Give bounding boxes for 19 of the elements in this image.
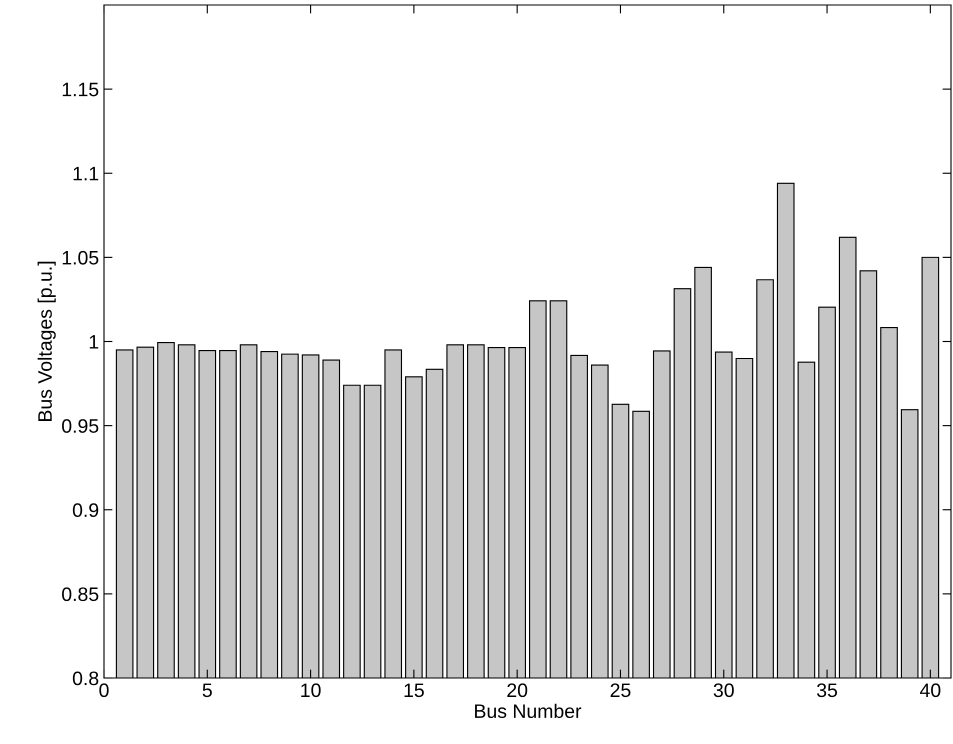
y-axis-title: Bus Voltages [p.u.] (38, 262, 56, 421)
x-tick-label: 20 (507, 683, 528, 698)
y-tick-label: 0.95 (62, 419, 98, 433)
y-tick-label: 1.05 (62, 250, 98, 265)
x-tick-label: 25 (610, 683, 630, 698)
y-tick-label: 1.1 (74, 166, 98, 180)
x-tick-label: 40 (920, 683, 940, 698)
x-tick-label: 10 (301, 683, 321, 698)
y-tick-label: 0.9 (72, 503, 98, 517)
x-tick-label: 5 (202, 684, 212, 698)
x-tick-label: 30 (714, 683, 734, 698)
y-tick-label: 1.15 (62, 82, 98, 96)
x-tick-label: 15 (404, 684, 424, 698)
y-tick-label: 1 (90, 335, 98, 349)
y-tick-label: 0.85 (62, 587, 98, 602)
x-tick-label: 0 (99, 683, 109, 698)
x-axis-title: Bus Number (475, 704, 582, 718)
y-tick-label: 0.8 (72, 671, 98, 686)
x-tick-label: 35 (816, 683, 838, 698)
